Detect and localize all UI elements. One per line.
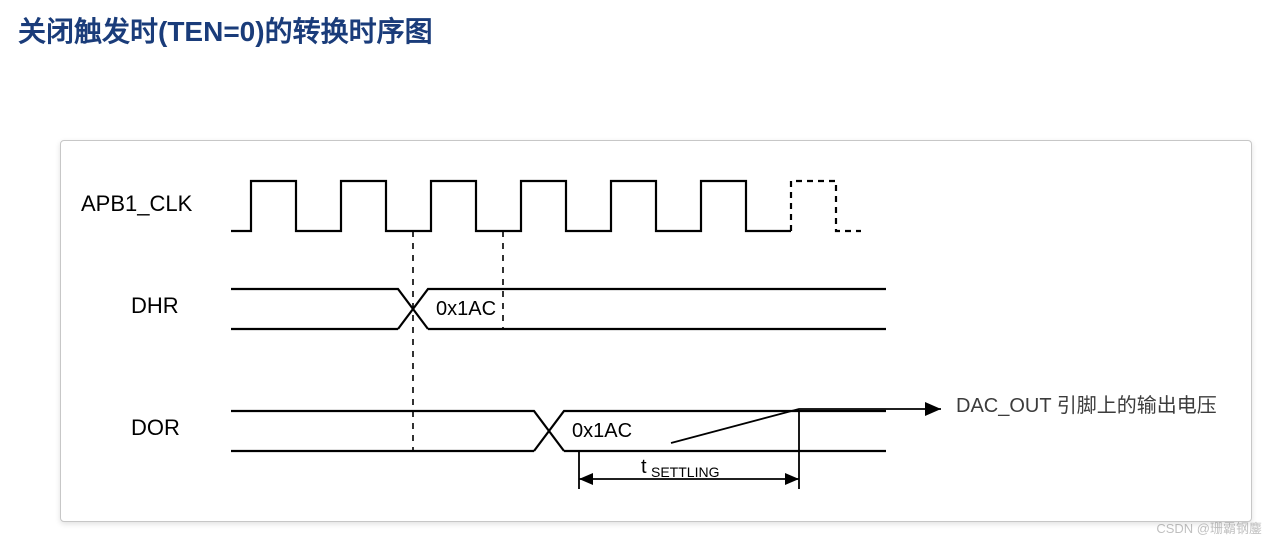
timing-svg: 0x1AC 0x1AC tSETTLING	[61, 141, 1251, 521]
svg-text:0x1AC: 0x1AC	[436, 298, 496, 320]
timing-panel: APB1_CLK DHR DOR DAC_OUT 引脚上的输出电压 0x1AC0…	[60, 140, 1252, 522]
watermark: CSDN @珊霸钢鏖	[1156, 518, 1262, 537]
svg-text:0x1AC: 0x1AC	[572, 420, 632, 442]
svg-text:t: t	[641, 456, 647, 478]
svg-text:SETTLING: SETTLING	[651, 464, 719, 480]
page-root: 关闭触发时(TEN=0)的转换时序图 APB1_CLK DHR DOR DAC_…	[0, 0, 1274, 541]
diagram-title: 关闭触发时(TEN=0)的转换时序图	[18, 10, 433, 50]
